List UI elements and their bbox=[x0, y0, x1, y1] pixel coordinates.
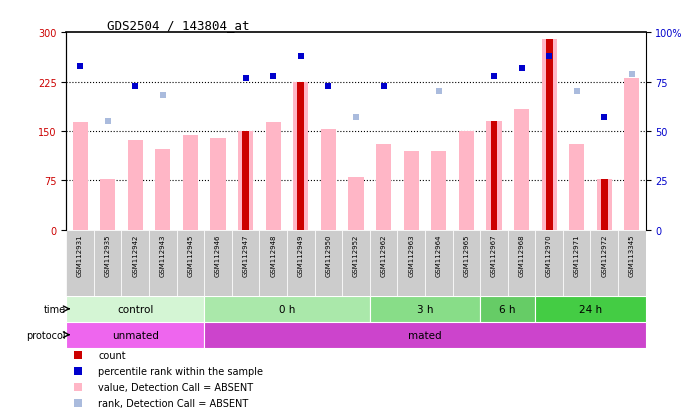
Text: 3 h: 3 h bbox=[417, 304, 433, 314]
Text: mated: mated bbox=[408, 330, 442, 340]
Text: protocol: protocol bbox=[26, 330, 66, 340]
Bar bbox=[618, 230, 646, 296]
Bar bbox=[535, 230, 563, 296]
Text: GSM112970: GSM112970 bbox=[546, 234, 552, 276]
Text: GSM112949: GSM112949 bbox=[298, 234, 304, 276]
Bar bbox=[370, 296, 480, 322]
Bar bbox=[211, 138, 225, 230]
Bar bbox=[121, 230, 149, 296]
Text: GSM112962: GSM112962 bbox=[380, 234, 387, 276]
Bar bbox=[431, 152, 446, 230]
Text: count: count bbox=[98, 350, 126, 360]
Text: 6 h: 6 h bbox=[500, 304, 516, 314]
Text: GSM112971: GSM112971 bbox=[574, 234, 579, 276]
Text: GSM112952: GSM112952 bbox=[353, 234, 359, 276]
Bar bbox=[242, 132, 249, 230]
Text: GDS2504 / 143804_at: GDS2504 / 143804_at bbox=[107, 19, 249, 32]
Bar bbox=[94, 230, 121, 296]
Bar bbox=[514, 110, 529, 230]
Bar bbox=[624, 79, 639, 230]
Bar bbox=[563, 230, 591, 296]
Bar bbox=[480, 296, 535, 322]
Text: percentile rank within the sample: percentile rank within the sample bbox=[98, 366, 263, 376]
Text: GSM112963: GSM112963 bbox=[408, 234, 414, 276]
Bar bbox=[260, 230, 287, 296]
Bar bbox=[342, 230, 370, 296]
Text: GSM112972: GSM112972 bbox=[601, 234, 607, 276]
Bar bbox=[397, 230, 425, 296]
Bar bbox=[100, 180, 115, 230]
Bar bbox=[546, 40, 553, 230]
Text: GSM112946: GSM112946 bbox=[215, 234, 221, 276]
Text: control: control bbox=[117, 304, 154, 314]
Text: GSM112945: GSM112945 bbox=[188, 234, 193, 276]
Bar bbox=[425, 230, 452, 296]
Bar bbox=[348, 178, 364, 230]
Bar bbox=[542, 40, 557, 230]
Text: GSM113345: GSM113345 bbox=[629, 234, 635, 276]
Text: GSM112950: GSM112950 bbox=[325, 234, 332, 276]
Bar bbox=[297, 82, 304, 230]
Bar bbox=[370, 230, 397, 296]
Bar bbox=[66, 322, 205, 348]
Bar bbox=[569, 145, 584, 230]
Bar bbox=[238, 132, 253, 230]
Bar bbox=[205, 322, 646, 348]
Bar bbox=[232, 230, 260, 296]
Bar bbox=[491, 122, 498, 230]
Bar bbox=[376, 145, 391, 230]
Bar bbox=[452, 230, 480, 296]
Bar bbox=[487, 122, 501, 230]
Bar bbox=[177, 230, 205, 296]
Text: 0 h: 0 h bbox=[279, 304, 295, 314]
Bar bbox=[183, 135, 198, 230]
Text: GSM112948: GSM112948 bbox=[270, 234, 276, 276]
Bar bbox=[205, 296, 370, 322]
Bar bbox=[601, 180, 608, 230]
Bar bbox=[205, 230, 232, 296]
Bar bbox=[73, 123, 88, 230]
Bar bbox=[155, 150, 170, 230]
Text: GSM112968: GSM112968 bbox=[519, 234, 524, 276]
Bar bbox=[321, 130, 336, 230]
Text: rank, Detection Call = ABSENT: rank, Detection Call = ABSENT bbox=[98, 398, 248, 408]
Bar bbox=[591, 230, 618, 296]
Bar bbox=[403, 152, 419, 230]
Bar bbox=[459, 132, 474, 230]
Text: GSM112931: GSM112931 bbox=[77, 234, 83, 276]
Bar bbox=[149, 230, 177, 296]
Bar bbox=[287, 230, 315, 296]
Bar bbox=[66, 230, 94, 296]
Text: GSM112967: GSM112967 bbox=[491, 234, 497, 276]
Text: GSM112942: GSM112942 bbox=[133, 234, 138, 276]
Bar bbox=[266, 123, 281, 230]
Bar bbox=[128, 140, 143, 230]
Bar bbox=[597, 180, 612, 230]
Text: value, Detection Call = ABSENT: value, Detection Call = ABSENT bbox=[98, 382, 253, 392]
Text: GSM112947: GSM112947 bbox=[243, 234, 248, 276]
Text: unmated: unmated bbox=[112, 330, 158, 340]
Text: GSM112965: GSM112965 bbox=[463, 234, 469, 276]
Text: GSM112964: GSM112964 bbox=[436, 234, 442, 276]
Bar bbox=[507, 230, 535, 296]
Text: time: time bbox=[44, 304, 66, 314]
Bar bbox=[66, 296, 205, 322]
Text: GSM112943: GSM112943 bbox=[160, 234, 166, 276]
Text: GSM112935: GSM112935 bbox=[105, 234, 111, 276]
Bar bbox=[315, 230, 342, 296]
Bar bbox=[480, 230, 507, 296]
Bar bbox=[293, 82, 309, 230]
Bar bbox=[535, 296, 646, 322]
Text: 24 h: 24 h bbox=[579, 304, 602, 314]
